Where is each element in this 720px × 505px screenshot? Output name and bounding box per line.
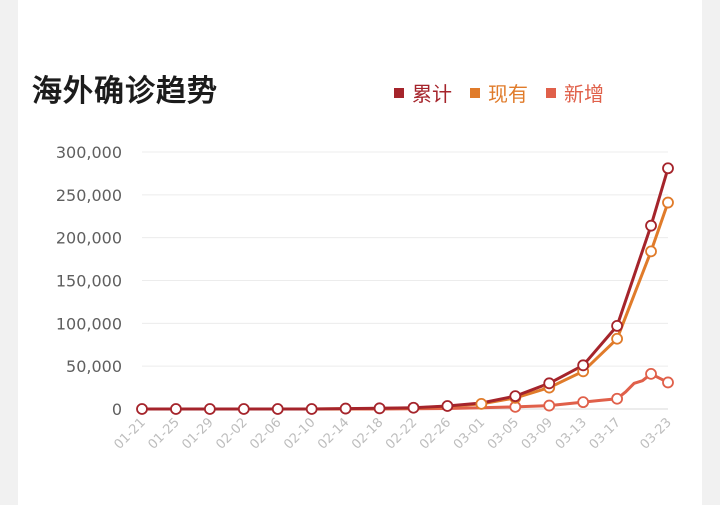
x-tick-label: 02-06 [247, 415, 284, 452]
series-line-cumulative [140, 166, 670, 411]
x-tick-label: 01-21 [112, 415, 149, 452]
data-point-cumulative [577, 359, 590, 372]
data-point-cumulative [237, 403, 250, 415]
x-tick-label: 02-26 [417, 415, 454, 452]
legend-label-new: 新增 [564, 82, 604, 106]
data-point-cumulative [339, 402, 352, 415]
data-point-cumulative [136, 403, 148, 415]
legend-item-current[interactable]: 现有 [470, 78, 528, 107]
legend-item-cumulative[interactable]: 累计 [394, 78, 452, 107]
x-tick-label: 03-01 [451, 415, 488, 452]
x-tick-label: 02-02 [213, 415, 250, 452]
legend-label-cumulative: 累计 [412, 82, 452, 106]
data-point-current [475, 397, 488, 410]
legend-swatch-cumulative [394, 87, 404, 98]
data-point-new [543, 399, 556, 412]
data-point-current [611, 332, 623, 345]
y-tick-label: 250,000 [56, 186, 122, 205]
chart-legend: 累计 现有 新增 [394, 78, 604, 107]
legend-swatch-current [470, 87, 480, 98]
data-point-new [611, 392, 623, 405]
x-tick-label: 03-13 [553, 415, 590, 452]
y-tick-label: 0 [112, 400, 122, 419]
data-point-new [645, 367, 657, 380]
data-point-cumulative [305, 403, 318, 415]
x-tick-label: 02-14 [315, 415, 352, 452]
data-point-cumulative [543, 377, 556, 390]
data-point-current [662, 196, 674, 209]
data-point-cumulative [645, 219, 657, 232]
data-point-cumulative [509, 390, 522, 403]
x-tick-label: 03-23 [638, 415, 675, 452]
data-point-new [662, 376, 674, 389]
x-tick-label: 01-29 [179, 415, 216, 452]
y-tick-label: 200,000 [56, 229, 122, 248]
data-point-cumulative [407, 401, 420, 414]
data-point-cumulative [373, 402, 386, 415]
data-point-cumulative [662, 162, 674, 175]
data-point-cumulative [170, 403, 182, 415]
x-tick-label: 03-05 [485, 415, 522, 452]
y-tick-label: 50,000 [66, 357, 122, 376]
legend-item-new[interactable]: 新增 [546, 78, 604, 107]
x-tick-label: 03-17 [587, 415, 624, 452]
series-line-new [140, 372, 670, 411]
legend-swatch-new [546, 87, 556, 98]
x-tick-label: 02-22 [383, 415, 420, 452]
data-point-cumulative [203, 403, 216, 415]
chart-card [18, 0, 702, 505]
data-point-cumulative [441, 400, 454, 412]
data-point-new [577, 396, 590, 409]
x-tick-label: 03-09 [519, 415, 556, 452]
data-point-current [645, 245, 657, 258]
y-tick-label: 100,000 [56, 314, 122, 333]
x-tick-label: 01-25 [145, 415, 182, 452]
y-tick-label: 150,000 [56, 272, 122, 291]
x-tick-label: 02-18 [349, 415, 386, 452]
x-tick-label: 02-10 [281, 415, 318, 452]
chart-title: 海外确诊趋势 [32, 74, 218, 109]
data-point-cumulative [611, 320, 623, 332]
series-line-current [140, 201, 670, 411]
y-tick-label: 300,000 [56, 143, 122, 162]
data-point-cumulative [271, 403, 284, 415]
legend-label-current: 现有 [488, 82, 528, 106]
